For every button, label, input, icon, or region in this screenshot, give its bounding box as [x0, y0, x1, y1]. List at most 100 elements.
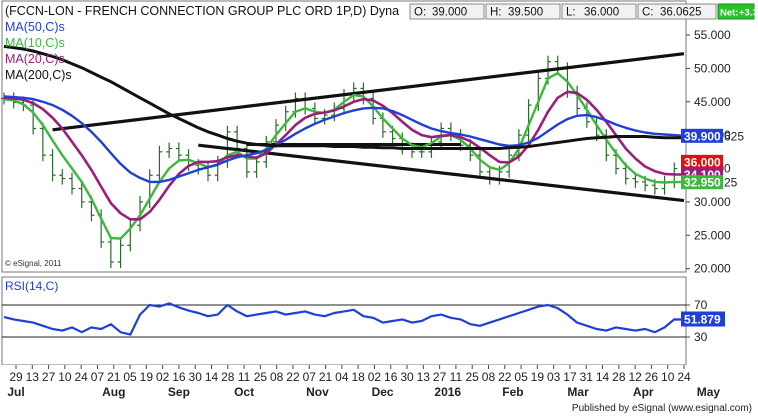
rsi-axis-label: 70: [694, 298, 708, 312]
quote-label: O:: [414, 7, 426, 19]
time-axis-day-label: 02: [368, 370, 382, 384]
price-axis-label: 55.000: [694, 28, 731, 42]
time-axis-day-label: 27: [433, 370, 447, 384]
time-axis-day-label: 07: [91, 370, 105, 384]
legend-entry: MA(20,C)s: [5, 52, 65, 66]
legend-entry: MA(10,C)s: [5, 36, 65, 50]
quote-box: [637, 3, 717, 20]
rsi-line: [3, 302, 685, 336]
time-axis-month-label: Oct: [234, 385, 254, 399]
time-axis-day-label: 05: [514, 370, 528, 384]
time-axis-month-label: Aug: [102, 385, 125, 399]
time-axis-day-label: 29: [9, 370, 23, 384]
quote-label: H:: [490, 7, 502, 19]
time-axis-day-label: 08: [482, 370, 496, 384]
axis-layer: 29 13 27 10 24 07 21 05 19 02 16 30 14 28 11 25 08 22 07 21…: [0, 365, 758, 414]
trendline: [52, 52, 685, 132]
time-axis-month-label: Nov: [306, 385, 329, 399]
copyright-note: © eSignal, 2011: [5, 259, 62, 268]
time-axis-day-label: 16: [384, 370, 398, 384]
rsi-value-text: 51.879: [684, 312, 721, 326]
time-axis-day-label: 14: [205, 370, 219, 384]
time-axis-day-label: 25: [466, 370, 480, 384]
value-badge-suffix: 25: [724, 176, 738, 190]
quote-box: [409, 3, 485, 20]
time-axis-day-label: 17: [563, 370, 577, 384]
time-axis-day-label: 19: [140, 370, 154, 384]
time-axis-day-label: 21: [107, 370, 121, 384]
time-axis-day-label: 11: [238, 370, 251, 384]
time-axis-month-label: Apr: [633, 385, 654, 399]
time-axis-day-label: 19: [531, 370, 545, 384]
value-badge: [681, 175, 723, 190]
time-axis-day-label: 30: [400, 370, 414, 384]
legend-entry: MA(50,C)s: [5, 20, 65, 34]
ma-series-line: [3, 90, 684, 221]
time-axis-day-label: 22: [498, 370, 512, 384]
title-background: [3, 2, 407, 19]
time-axis-month-label: May: [697, 385, 721, 399]
value-badge: [681, 154, 723, 169]
rsi-value-badge: [681, 311, 725, 327]
price-axis-label: 50.000: [694, 61, 731, 75]
time-axis-month-label: Feb: [502, 385, 523, 399]
price-axis-label: 45.000: [694, 95, 731, 109]
quote-value: 36.0625: [660, 7, 702, 19]
time-axis-day-label: 12: [628, 370, 642, 384]
chart-title: (FCCN-LON - FRENCH CONNECTION GROUP PLC …: [5, 4, 399, 18]
value-badge: [681, 128, 723, 143]
quote-box: [485, 3, 561, 20]
ma-series-line: [3, 44, 684, 150]
price-panel-frame: [1, 0, 687, 273]
quote-value: 39.000: [432, 7, 467, 19]
rsi-panel-frame: [1, 276, 687, 366]
time-axis-day-label: 24: [74, 370, 88, 384]
time-axis-month-label: Jul: [7, 385, 24, 399]
time-axis-month-label: Dec: [372, 385, 394, 399]
time-axis-band: [0, 365, 758, 400]
time-axis-day-label: 25: [254, 370, 268, 384]
time-axis-day-label: 27: [42, 370, 56, 384]
time-axis-day-label: 05: [123, 370, 137, 384]
time-axis-day-label: 08: [270, 370, 284, 384]
time-axis-day-label: 13: [26, 370, 40, 384]
time-axis-day-label: 13: [417, 370, 431, 384]
time-axis-day-label: 18: [351, 370, 365, 384]
footer-credit: Published by eSignal (www.esignal.com): [572, 403, 752, 414]
value-badge-text: 39.900: [684, 129, 721, 143]
net-change-label: Net:: [720, 8, 738, 19]
time-axis-day-label: 31: [580, 370, 594, 384]
quote-box: [561, 3, 637, 20]
header-layer: (FCCN-LON - FRENCH CONNECTION GROUP PLC …: [3, 2, 758, 82]
time-axis-month-label: Mar: [567, 385, 589, 399]
ma-series-line: [3, 71, 685, 240]
time-axis-day-label: 21: [319, 370, 333, 384]
time-axis-month-label: Sep: [168, 385, 190, 399]
quote-value: 36.000: [584, 7, 619, 19]
rsi-panel: 70 30 51.879 RSI(14,C): [1, 276, 725, 366]
time-axis-day-label: 02: [156, 370, 170, 384]
time-axis-day-label: 26: [645, 370, 659, 384]
time-axis-day-label: 16: [172, 370, 186, 384]
quote-label: L:: [566, 7, 576, 19]
time-axis-day-label: 28: [612, 370, 626, 384]
quote-label: C:: [642, 7, 654, 19]
net-change-value: +3.3125: [739, 8, 758, 19]
net-change-box: [717, 3, 755, 20]
legend-entry: MA(200,C)s: [5, 68, 72, 82]
time-axis-day-label: 10: [661, 370, 675, 384]
trendline: [198, 143, 685, 203]
value-badge-text: 32.950: [684, 176, 721, 190]
time-axis-month-label: 2016: [434, 385, 461, 399]
time-axis-day-label: 04: [335, 370, 349, 384]
time-axis-day-label: 22: [286, 370, 300, 384]
value-badge-text: 36.000: [684, 155, 721, 169]
value-badge-suffix: 625: [724, 129, 744, 143]
rsi-label: RSI(14,C): [5, 279, 58, 293]
ma-series-line: [3, 95, 685, 184]
time-axis-day-label: 24: [677, 370, 691, 384]
time-axis-day-label: 14: [596, 370, 610, 384]
